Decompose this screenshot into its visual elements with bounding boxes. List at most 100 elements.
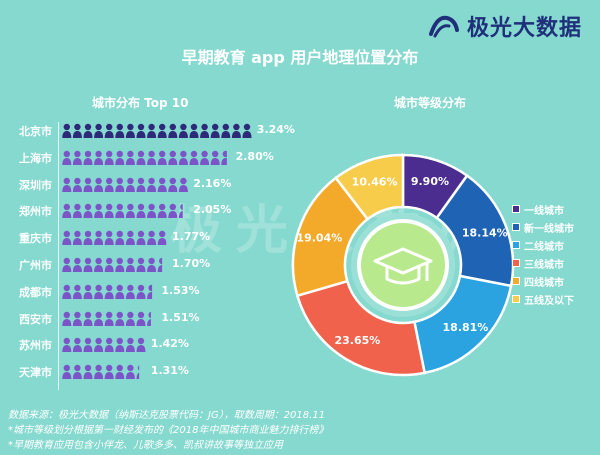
legend-swatch [512, 223, 520, 231]
person-icon [62, 338, 72, 353]
bar-category-label: 苏州市 [19, 339, 52, 353]
person-icon [94, 311, 104, 326]
donut-value-label: 23.65% [334, 334, 380, 347]
person-icon [136, 284, 146, 299]
person-icon [94, 257, 104, 272]
person-icon [72, 338, 82, 353]
person-icon [136, 311, 146, 326]
bar-row: 深圳市 2.16% [0, 172, 300, 198]
bar-value-label: 1.31% [150, 364, 189, 378]
legend-item: 四线城市 [512, 272, 574, 290]
person-icon [168, 177, 178, 192]
person-icon [178, 123, 188, 138]
donut-value-label: 19.04% [296, 232, 342, 245]
person-icon [62, 284, 72, 299]
person-icon [125, 123, 135, 138]
bar-row: 天津市 1.31% [0, 359, 300, 385]
legend-swatch [512, 277, 520, 285]
donut-center-disc [357, 219, 449, 311]
legend-item: 新一线城市 [512, 218, 574, 236]
person-icon [115, 284, 125, 299]
person-icon [72, 284, 82, 299]
bar-mark [62, 311, 151, 326]
person-icon [178, 177, 188, 192]
page-title: 早期教育 app 用户地理位置分布 [181, 48, 419, 67]
brand-name: 极光大数据 [466, 16, 582, 41]
donut-slice [295, 279, 427, 377]
person-icon [104, 311, 114, 326]
person-icon [115, 230, 125, 246]
person-icon [168, 123, 178, 138]
person-icon [115, 204, 125, 219]
legend-label: 五线及以下 [524, 295, 574, 307]
person-icon [72, 364, 82, 380]
person-icon [104, 230, 114, 246]
person-icon [62, 204, 72, 219]
footnote-apps: *早期教育应用包含小伴龙、儿歌多多、凯叔讲故事等独立应用 [8, 440, 283, 451]
person-icon [157, 177, 167, 192]
bar-mark [62, 204, 183, 219]
legend-swatch [512, 205, 520, 213]
bar-chart-axis [58, 122, 59, 390]
bar-row: 成都市 1.53% [0, 279, 300, 305]
person-icon [125, 150, 135, 165]
bar-category-label: 天津市 [19, 366, 52, 380]
person-icon [136, 338, 146, 353]
person-icon [200, 123, 210, 138]
donut-slice [334, 153, 405, 221]
person-icon [94, 123, 104, 138]
legend-item: 二线城市 [512, 236, 574, 254]
person-icon [242, 123, 252, 138]
bar-row: 郑州市 2.05% [0, 198, 300, 224]
person-icon [210, 123, 220, 138]
bar-category-label: 广州市 [19, 259, 52, 272]
person-icon [115, 364, 125, 380]
person-icon [62, 150, 72, 165]
person-icon [62, 311, 72, 326]
person-icon [125, 364, 135, 380]
bar-category-label: 重庆市 [19, 232, 52, 246]
donut-value-label: 9.90% [411, 175, 449, 188]
bar-row: 广州市 1.70% [0, 252, 300, 278]
person-icon [136, 150, 146, 165]
person-icon [104, 204, 114, 219]
person-icon [157, 150, 167, 165]
person-icon [94, 364, 104, 380]
bar-row: 北京市 3.24% [0, 118, 300, 144]
person-icon [94, 177, 104, 192]
bar-category-label: 郑州市 [19, 205, 52, 219]
person-icon [115, 311, 125, 326]
person-icon [125, 311, 135, 326]
legend-item: 五线及以下 [512, 290, 574, 308]
donut-chart-title: 城市等级分布 [394, 96, 467, 110]
person-icon [62, 364, 72, 380]
person-icon [83, 284, 93, 299]
person-icon [136, 204, 146, 219]
person-icon [157, 257, 163, 272]
bar-mark [62, 257, 163, 272]
bar-value-label: 1.53% [161, 283, 200, 297]
person-icon [115, 257, 125, 272]
legend-label: 新一线城市 [524, 223, 574, 235]
legend-swatch [512, 259, 520, 267]
person-icon [147, 204, 157, 219]
person-icon [147, 257, 157, 272]
person-icon [83, 364, 93, 380]
person-icon [83, 204, 93, 219]
person-icon [168, 204, 178, 219]
person-icon [157, 123, 167, 138]
bar-value-label: 2.80% [235, 149, 274, 163]
donut-value-label: 18.81% [443, 321, 489, 334]
person-icon [147, 150, 157, 165]
person-icon [83, 123, 93, 138]
person-icon [72, 204, 82, 219]
person-icon [125, 338, 135, 353]
person-icon [72, 230, 82, 246]
bar-mark [62, 338, 146, 353]
legend-label: 三线城市 [524, 259, 564, 271]
person-icon [83, 230, 93, 246]
bar-row: 苏州市 1.42% [0, 332, 300, 358]
person-icon [231, 123, 241, 138]
footnote-source: 数据来源：极光大数据（纳斯达克股票代码：JG），取数周期：2018.11 [8, 410, 326, 421]
bar-chart-title: 城市分布 Top 10 [92, 96, 189, 110]
